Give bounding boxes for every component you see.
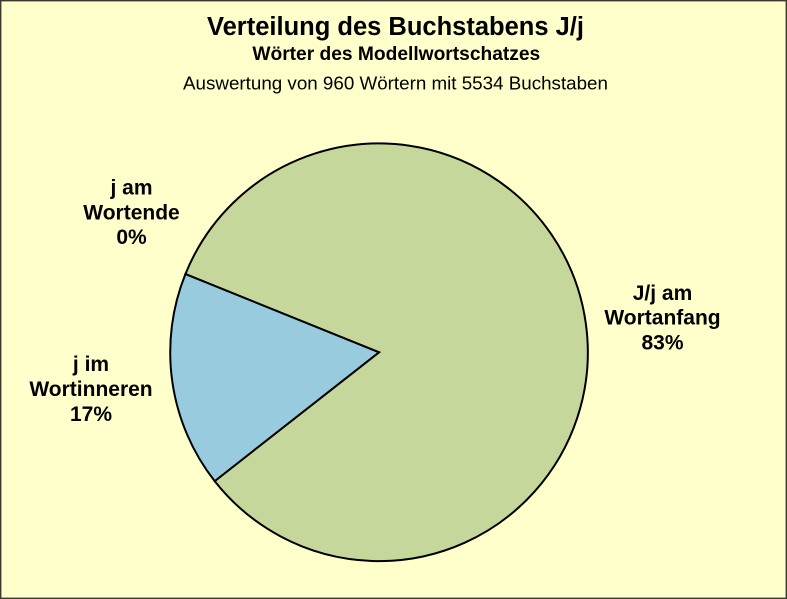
svg-text:j im: j im: [72, 353, 109, 376]
svg-text:Auswertung von 960 Wörtern mit: Auswertung von 960 Wörtern mit 5534 Buch…: [183, 73, 608, 94]
svg-text:j am: j am: [109, 177, 152, 200]
svg-text:17%: 17%: [70, 403, 112, 426]
svg-text:J/j am: J/j am: [633, 282, 693, 305]
svg-text:Wörter des Modellwortschatzes: Wörter des Modellwortschatzes: [252, 44, 540, 65]
svg-text:0%: 0%: [116, 226, 147, 249]
svg-text:Wortanfang: Wortanfang: [604, 307, 720, 330]
svg-text:83%: 83%: [641, 332, 683, 355]
svg-text:Wortinneren: Wortinneren: [29, 378, 152, 401]
svg-text:Wortende: Wortende: [83, 201, 179, 224]
svg-text:Verteilung des Buchstabens J/j: Verteilung des Buchstabens J/j: [207, 13, 584, 41]
